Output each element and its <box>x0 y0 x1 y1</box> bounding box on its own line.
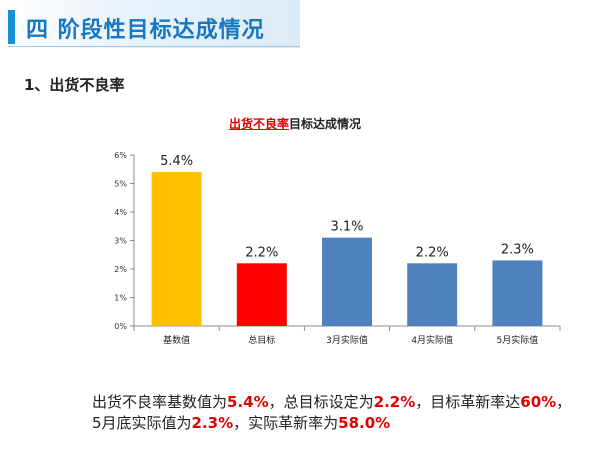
x-tick-label: 5月实际值 <box>497 334 539 346</box>
summary-target-value: 2.2% <box>373 393 416 411</box>
summary-actual-rate: 58.0% <box>338 414 391 432</box>
bar-value-label: 5.4% <box>160 154 193 169</box>
page-title: 四 阶段性目标达成情况 <box>26 18 265 43</box>
chart-title: 出货不良率目标达成情况 <box>0 115 590 132</box>
header-divider <box>8 46 300 47</box>
bar-1 <box>151 172 202 326</box>
header-accent-bar <box>8 10 15 44</box>
bar-2 <box>236 263 287 326</box>
summary-text: 出货不良率基数值为5.4%，总目标设定为2.2%，目标革新率达60%，5月底实际… <box>92 392 572 434</box>
summary-base-value: 5.4% <box>227 393 269 411</box>
bar-value-label: 2.2% <box>245 245 278 260</box>
summary-text-2: ，总目标设定为 <box>268 393 374 411</box>
summary-text-1: 出货不良率基数值为 <box>92 393 228 411</box>
y-tick-label: 3% <box>114 237 127 246</box>
bar-3 <box>322 237 372 326</box>
y-tick-label: 1% <box>114 294 127 303</box>
y-tick-label: 5% <box>114 180 127 189</box>
summary-text-4: ，5月底实际值为 <box>92 393 572 432</box>
x-tick-label: 4月实际值 <box>411 334 453 346</box>
y-tick-label: 2% <box>114 265 127 274</box>
chart-title-highlight: 出货不良率 <box>228 117 289 131</box>
bar-value-label: 2.2% <box>416 245 449 260</box>
y-tick-label: 4% <box>114 208 127 217</box>
chart-title-rest: 目标达成情况 <box>289 117 362 131</box>
summary-text-5: ，实际革新率为 <box>233 414 339 432</box>
y-tick-label: 6% <box>114 151 127 160</box>
summary-text-3: ，目标革新率达 <box>415 393 521 411</box>
section-title: 1、出货不良率 <box>24 76 125 94</box>
y-tick-label: 0% <box>114 322 127 331</box>
summary-target-rate: 60% <box>520 393 557 411</box>
x-tick-label: 总目标 <box>248 334 275 346</box>
bar-value-label: 2.3% <box>501 242 534 257</box>
x-tick-label: 3月实际值 <box>326 334 368 346</box>
bar-value-label: 3.1% <box>330 220 363 235</box>
x-tick-label: 基数值 <box>163 334 190 346</box>
header-band <box>0 0 300 48</box>
summary-actual-value: 2.3% <box>191 414 234 432</box>
bar-5 <box>492 260 543 326</box>
bar-4 <box>407 263 458 326</box>
